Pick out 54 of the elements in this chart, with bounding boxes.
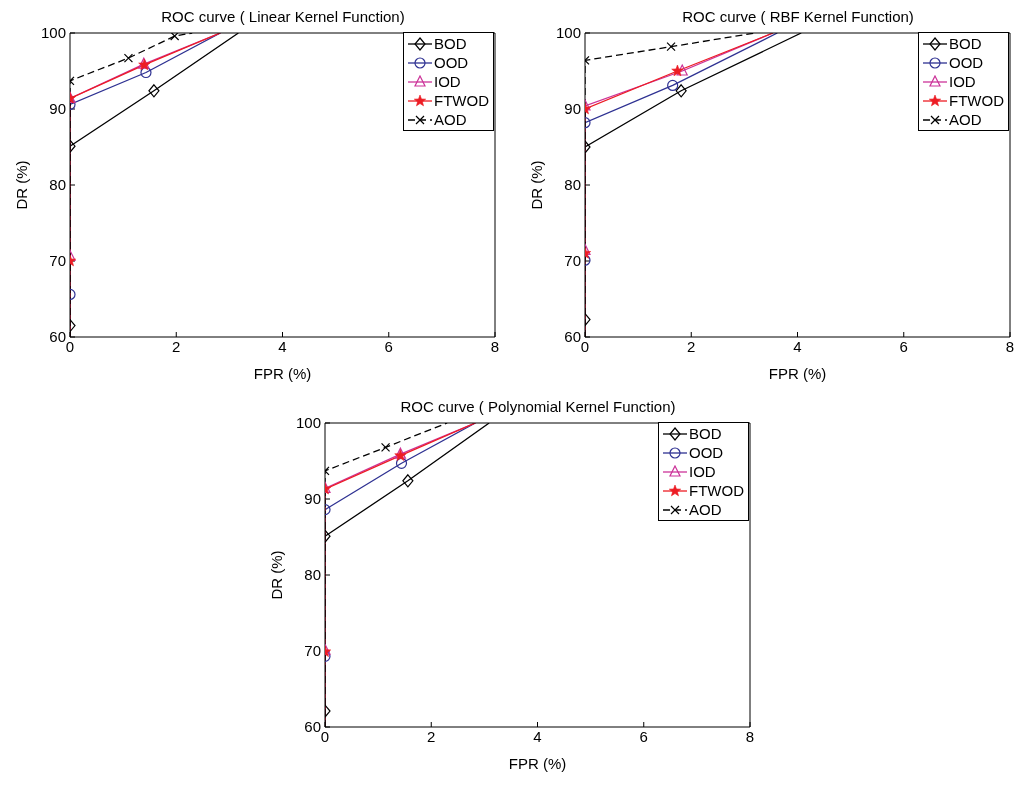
x-tick-label: 0 xyxy=(65,337,75,355)
y-tick-label: 70 xyxy=(49,252,66,270)
y-tick-label: 100 xyxy=(555,24,581,42)
legend-label: FTWOD xyxy=(434,92,489,109)
x-tick-label: 2 xyxy=(172,337,181,355)
y-tick-label: 60 xyxy=(564,328,581,346)
chart-title: ROC curve ( Polynomial Kernel Function) xyxy=(400,398,676,415)
legend-label: IOD xyxy=(689,463,716,480)
y-tick-label: 90 xyxy=(564,100,581,118)
legend-label: BOD xyxy=(949,35,982,52)
x-tick-label: 4 xyxy=(278,337,287,355)
chart-title: ROC curve ( RBF Kernel Function) xyxy=(682,8,914,25)
y-tick-label: 70 xyxy=(564,252,581,270)
y-tick-label: 70 xyxy=(304,642,321,660)
x-tick-label: 0 xyxy=(580,337,590,355)
x-axis-title: FPR (%) xyxy=(508,755,567,772)
x-tick-label: 4 xyxy=(533,727,542,745)
y-tick-label: 90 xyxy=(304,490,321,508)
y-tick-label: 60 xyxy=(49,328,66,346)
y-tick-label: 80 xyxy=(564,176,581,194)
y-tick-label: 100 xyxy=(295,414,321,432)
y-tick-label: 100 xyxy=(40,24,66,42)
x-tick-label: 6 xyxy=(639,727,648,745)
x-tick-label: 6 xyxy=(899,337,908,355)
x-axis-title: FPR (%) xyxy=(253,365,312,382)
y-tick-label: 60 xyxy=(304,718,321,736)
y-axis-title: DR (%) xyxy=(528,160,546,210)
y-axis-title: DR (%) xyxy=(13,160,31,210)
x-tick-label: 6 xyxy=(384,337,393,355)
y-axis-title: DR (%) xyxy=(268,550,286,600)
x-tick-label: 8 xyxy=(1005,337,1015,355)
legend-label: FTWOD xyxy=(949,92,1004,109)
x-tick-label: 4 xyxy=(793,337,802,355)
legend-label: AOD xyxy=(689,501,722,518)
chart-title: ROC curve ( Linear Kernel Function) xyxy=(161,8,405,25)
legend-label: AOD xyxy=(434,111,467,128)
x-tick-label: 2 xyxy=(427,727,436,745)
legend-label: BOD xyxy=(689,425,722,442)
y-tick-label: 90 xyxy=(49,100,66,118)
x-tick-label: 8 xyxy=(490,337,500,355)
x-tick-label: 0 xyxy=(320,727,330,745)
legend-label: IOD xyxy=(949,73,976,90)
legend-label: BOD xyxy=(434,35,467,52)
legend-label: FTWOD xyxy=(689,482,744,499)
legend-label: OOD xyxy=(434,54,469,71)
x-tick-label: 2 xyxy=(687,337,696,355)
y-tick-label: 80 xyxy=(304,566,321,584)
legend-label: IOD xyxy=(434,73,461,90)
legend-label: OOD xyxy=(949,54,984,71)
x-tick-label: 8 xyxy=(745,727,755,745)
x-axis-title: FPR (%) xyxy=(768,365,827,382)
legend-label: AOD xyxy=(949,111,982,128)
legend-label: OOD xyxy=(689,444,724,461)
y-tick-label: 80 xyxy=(49,176,66,194)
